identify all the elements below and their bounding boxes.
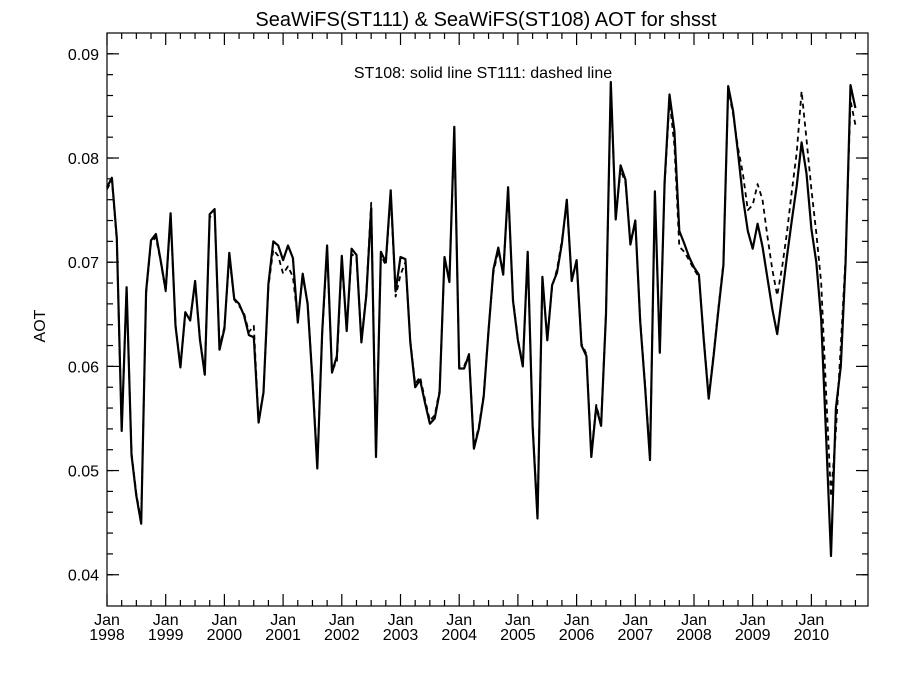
x-tick-month: Jan (388, 612, 414, 629)
x-tick-year: 2003 (383, 627, 419, 644)
x-tick-month: Jan (329, 612, 355, 629)
x-tick-year: 2008 (676, 627, 712, 644)
x-axis: Jan1998Jan1999Jan2000Jan2001Jan2002Jan20… (89, 33, 857, 644)
plot-frame (106, 32, 869, 607)
x-tick-year: 2010 (794, 627, 830, 644)
x-tick-month: Jan (212, 612, 238, 629)
x-tick-month: Jan (153, 612, 179, 629)
x-tick-year: 2007 (618, 627, 654, 644)
x-tick-year: 2000 (207, 627, 243, 644)
x-tick-year: 1998 (89, 627, 125, 644)
x-tick-year: 2005 (500, 627, 536, 644)
x-tick-month: Jan (505, 612, 531, 629)
y-tick-label: 0.09 (68, 47, 99, 64)
x-tick-year: 2004 (441, 627, 477, 644)
y-tick-label: 0.05 (68, 464, 99, 481)
y-tick-label: 0.07 (68, 255, 99, 272)
x-tick-year: 2002 (324, 627, 360, 644)
x-tick-month: Jan (681, 612, 707, 629)
x-tick-month: Jan (799, 612, 825, 629)
y-axis-label: AOT (32, 309, 49, 342)
x-tick-month: Jan (446, 612, 472, 629)
chart-title: SeaWiFS(ST111) & SeaWiFS(ST108) AOT for … (255, 9, 717, 31)
series-line-st108 (106, 80, 857, 558)
series-layer (106, 80, 857, 558)
x-tick-month: Jan (270, 612, 296, 629)
x-tick-month: Jan (622, 612, 648, 629)
y-tick-label: 0.04 (68, 568, 99, 585)
series-line-st111 (106, 86, 857, 523)
y-axis: 0.04 0.05 0.06 0.07 0.08 0.09 (68, 47, 868, 585)
x-tick-year: 2009 (735, 627, 771, 644)
x-tick-month: Jan (564, 612, 590, 629)
x-tick-year: 2006 (559, 627, 595, 644)
x-tick-month: Jan (94, 612, 120, 629)
y-tick-label: 0.06 (68, 359, 99, 376)
legend-annotation: ST108: solid line ST111: dashed line (354, 65, 612, 82)
x-tick-year: 1999 (148, 627, 184, 644)
x-tick-year: 2001 (265, 627, 301, 644)
x-tick-month: Jan (740, 612, 766, 629)
y-tick-label: 0.08 (68, 151, 99, 168)
